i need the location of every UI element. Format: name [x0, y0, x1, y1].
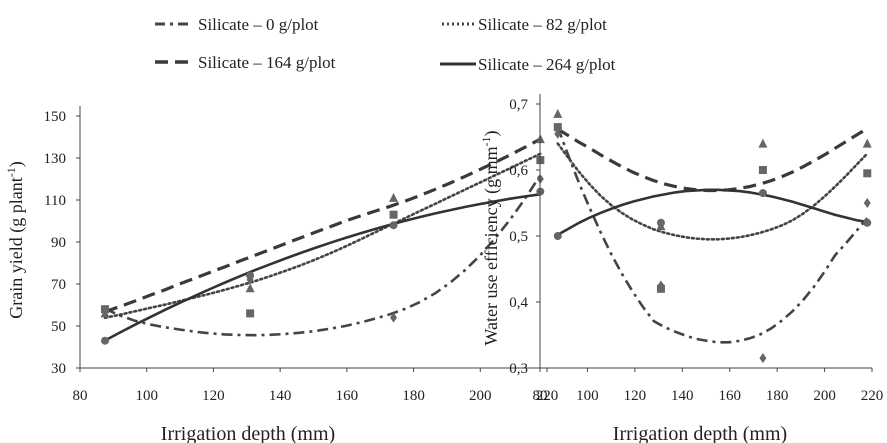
wue-series-3-point — [863, 218, 872, 227]
grain-yield-y-tick-label: 150 — [44, 109, 67, 125]
grain-yield-x-tick-label: 120 — [202, 388, 225, 404]
grain-yield-y-axis-title-tail: ) — [6, 161, 27, 167]
wue-x-tick-label: 160 — [718, 388, 741, 404]
legend-item-3: Silicate – 264 g/plot — [440, 55, 616, 74]
grain-yield-y-axis-title: Grain yield (g plant-1) — [4, 161, 27, 318]
grain-yield-x-tick-label: 100 — [135, 388, 158, 404]
wue-series-1-point — [758, 166, 767, 174]
grain-yield-chart: Irrigation depth (mm) Grain yield (g pla… — [4, 106, 558, 443]
grain-yield-series-3-point — [246, 271, 255, 280]
grain-yield-y-tick-label: 70 — [51, 277, 66, 293]
wue-x-axis-title: Irrigation depth (mm) — [613, 423, 787, 443]
wue-x-tick-label: 140 — [671, 388, 694, 404]
legend-item-0: Silicate – 0 g/plot — [155, 15, 319, 34]
wue-y-axis-title-tail: ) — [481, 130, 502, 136]
grain-yield-series-1-point — [246, 309, 255, 318]
grain-yield-series-2-point — [245, 283, 255, 293]
wue-y-tick-label: 0,6 — [509, 163, 528, 179]
grain-yield-series-1-trend-line — [103, 152, 542, 320]
grain-yield-y-tick-label: 90 — [51, 235, 66, 251]
wue-series-0-point — [554, 128, 562, 139]
wue-y-axis-title-sup: -1 — [479, 136, 493, 146]
wue-x-tick-label: 200 — [813, 388, 836, 404]
wue-series-3-point — [758, 189, 767, 198]
grain-yield-series-2-point — [100, 308, 110, 318]
grain-yield-x-tick-label: 180 — [402, 388, 425, 404]
wue-series-2-point — [862, 138, 872, 148]
grain-yield-series-3-trend-line — [104, 193, 541, 342]
wue-y-tick-label: 0,7 — [509, 97, 528, 113]
legend-label-2: Silicate – 164 g/plot — [198, 53, 336, 72]
wue-series-1-trend-line — [556, 142, 869, 241]
grain-yield-y-tick-label: 50 — [51, 319, 66, 335]
grain-yield-series-3-point — [389, 221, 398, 230]
wue-x-tick-label: 80 — [533, 388, 548, 404]
grain-yield-series-2-point — [389, 192, 399, 202]
grain-yield-series-2-trend-line — [104, 137, 542, 314]
grain-yield-series-0-point — [390, 312, 398, 323]
legend-item-1: Silicate – 82 g/plot — [442, 15, 607, 34]
water-use-efficiency-chart: Irrigation depth (mm) Water use efficien… — [479, 94, 883, 443]
wue-x-tick-label: 220 — [861, 388, 884, 404]
grain-yield-x-axis-title: Irrigation depth (mm) — [161, 423, 335, 443]
grain-yield-x-tick-label: 80 — [73, 388, 88, 404]
legend: Silicate – 0 g/plot Silicate – 82 g/plot… — [155, 15, 616, 74]
wue-series-3-point — [553, 232, 562, 240]
wue-series-1-point — [656, 284, 665, 293]
grain-yield-y-tick-label: 110 — [44, 193, 66, 209]
grain-yield-y-axis-title-sup: -1 — [4, 167, 18, 177]
wue-y-tick-label: 0,4 — [509, 295, 528, 311]
grain-yield-x-tick-label: 200 — [469, 388, 492, 404]
wue-x-tick-label: 100 — [576, 388, 599, 404]
wue-y-tick-label: 0,5 — [509, 229, 528, 245]
wue-y-axis-title-main: Water use efficiency (g mm — [481, 146, 502, 345]
wue-series-3-point — [656, 218, 665, 227]
grain-yield-x-tick-label: 160 — [336, 388, 359, 404]
grain-yield-x-tick-label: 140 — [269, 388, 292, 404]
grain-yield-series-3-point — [101, 336, 110, 345]
wue-y-axis-title: Water use efficiency (g mm-1) — [479, 130, 502, 345]
wue-series-2-point — [758, 138, 768, 148]
grain-yield-series-0-trend-line — [104, 174, 542, 337]
wue-y-tick-label: 0,3 — [509, 361, 528, 377]
wue-series-2-trend-line — [556, 127, 869, 193]
grain-yield-series-1-point — [389, 210, 398, 219]
wue-series-1-point — [553, 123, 562, 132]
wue-series-2-point — [553, 108, 563, 118]
wue-series-3-trend-line — [557, 188, 868, 236]
wue-series-0-point — [759, 353, 767, 364]
wue-series-0-trend-line — [556, 126, 869, 344]
grain-yield-x-tick-label: 220 — [536, 388, 559, 404]
grain-yield-y-tick-label: 30 — [51, 361, 66, 377]
grain-yield-y-axis-title-main: Grain yield (g plant — [6, 177, 27, 318]
wue-x-tick-label: 120 — [624, 388, 647, 404]
legend-label-0: Silicate – 0 g/plot — [198, 15, 319, 34]
grain-yield-y-tick-label: 130 — [44, 151, 67, 167]
legend-label-3: Silicate – 264 g/plot — [478, 55, 616, 74]
wue-x-tick-label: 180 — [766, 388, 789, 404]
legend-label-1: Silicate – 82 g/plot — [478, 15, 607, 34]
legend-item-2: Silicate – 164 g/plot — [155, 53, 336, 72]
wue-series-1-point — [863, 169, 872, 178]
wue-series-0-point — [863, 198, 871, 208]
